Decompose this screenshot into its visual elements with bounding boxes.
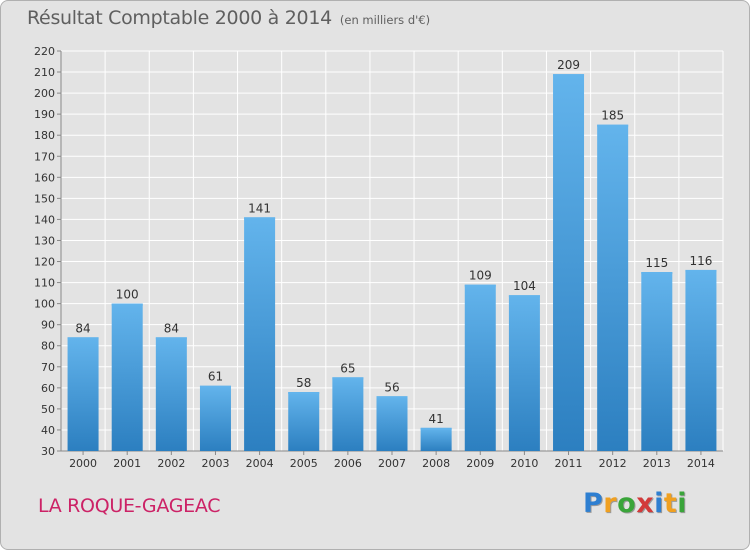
x-tick-label-2011: 2011 xyxy=(555,457,583,470)
logo-letter: i xyxy=(677,488,688,519)
y-tick-label: 120 xyxy=(34,256,55,269)
place-name: LA ROQUE-GAGEAC xyxy=(38,495,221,517)
bar-top-edge xyxy=(597,124,629,127)
y-tick-label: 140 xyxy=(34,213,55,226)
bar-top-edge xyxy=(111,303,143,306)
y-tick-label: 210 xyxy=(34,66,55,79)
logo-letter: r xyxy=(603,488,618,519)
logo-letter: t xyxy=(663,488,678,519)
data-label-2009: 109 xyxy=(469,269,492,283)
logo-letter: P xyxy=(583,488,604,519)
x-tick-label-2004: 2004 xyxy=(246,457,274,470)
bar-top-edge xyxy=(641,272,673,275)
bar-top-edge xyxy=(288,392,320,395)
x-tick-label-2000: 2000 xyxy=(69,457,97,470)
bar-top-edge xyxy=(508,295,540,298)
y-tick-label: 110 xyxy=(34,277,55,290)
x-tick-label-2002: 2002 xyxy=(157,457,185,470)
data-label-2005: 58 xyxy=(296,376,311,390)
bar-top-edge xyxy=(332,377,364,380)
data-label-2013: 115 xyxy=(645,256,668,270)
x-tick-label-2012: 2012 xyxy=(599,457,627,470)
y-tick-label: 60 xyxy=(41,382,55,395)
bar-2008 xyxy=(420,427,452,451)
bar-2001 xyxy=(111,303,143,451)
y-tick-label: 30 xyxy=(41,445,55,458)
y-tick-label: 180 xyxy=(34,129,55,142)
data-label-2012: 185 xyxy=(601,109,624,123)
bar-top-edge xyxy=(67,337,99,340)
x-tick-label-2007: 2007 xyxy=(378,457,406,470)
bar-2009 xyxy=(464,284,496,451)
bar-2010 xyxy=(508,295,540,451)
chart-title: Résultat Comptable 2000 à 2014 (en millie… xyxy=(27,7,430,29)
x-tick-label-2001: 2001 xyxy=(113,457,141,470)
y-tick-label: 100 xyxy=(34,298,55,311)
x-tick-label-2008: 2008 xyxy=(422,457,450,470)
x-tick-label-2010: 2010 xyxy=(510,457,538,470)
bar-top-edge xyxy=(464,284,496,287)
data-label-2003: 61 xyxy=(208,370,223,384)
bar-top-edge xyxy=(420,427,452,430)
y-tick-label: 80 xyxy=(41,340,55,353)
bar-2007 xyxy=(376,396,408,451)
y-tick-label: 190 xyxy=(34,108,55,121)
bar-top-edge xyxy=(155,337,187,340)
x-tick-label-2006: 2006 xyxy=(334,457,362,470)
bar-2005 xyxy=(288,392,320,451)
data-label-2014: 116 xyxy=(689,254,712,268)
bar-top-edge xyxy=(685,269,717,272)
data-label-2001: 100 xyxy=(116,288,139,302)
bar-2002 xyxy=(155,337,187,451)
bars xyxy=(67,74,717,452)
bar-2004 xyxy=(244,217,276,451)
data-label-2002: 84 xyxy=(164,321,179,335)
data-label-2000: 84 xyxy=(75,321,90,335)
bar-top-edge xyxy=(376,396,408,399)
logo-letter: x xyxy=(636,488,655,519)
y-tick-label: 40 xyxy=(41,424,55,437)
bar-2014 xyxy=(685,269,717,451)
y-tick-label: 50 xyxy=(41,403,55,416)
logo-letter: o xyxy=(617,488,637,519)
bar-2006 xyxy=(332,377,364,451)
y-tick-label: 200 xyxy=(34,87,55,100)
logo-letter: i xyxy=(654,488,664,519)
bar-2013 xyxy=(641,272,673,451)
x-tick-label-2014: 2014 xyxy=(687,457,715,470)
bar-top-edge xyxy=(553,74,585,77)
y-tick-label: 90 xyxy=(41,319,55,332)
bar-top-edge xyxy=(199,385,231,388)
bar-2003 xyxy=(199,385,231,451)
proxiti-logo: Proxiti xyxy=(583,488,687,519)
y-tick-label: 170 xyxy=(34,150,55,163)
chart-title-text: Résultat Comptable 2000 à 2014 xyxy=(27,7,332,29)
data-label-2010: 104 xyxy=(513,279,536,293)
data-label-2004: 141 xyxy=(248,201,271,215)
y-tick-label: 150 xyxy=(34,192,55,205)
y-tick-label: 160 xyxy=(34,171,55,184)
x-tick-label-2009: 2009 xyxy=(466,457,494,470)
bar-2012 xyxy=(597,124,629,452)
x-tick-label-2013: 2013 xyxy=(643,457,671,470)
data-label-2011: 209 xyxy=(557,58,580,72)
y-tick-label: 130 xyxy=(34,234,55,247)
x-tick-label-2003: 2003 xyxy=(201,457,229,470)
bar-2011 xyxy=(553,74,585,451)
data-label-2007: 56 xyxy=(384,380,399,394)
bar-2000 xyxy=(67,337,99,451)
data-label-2006: 65 xyxy=(340,361,355,375)
data-label-2008: 41 xyxy=(428,412,443,426)
y-tick-label: 220 xyxy=(34,45,55,58)
bar-top-edge xyxy=(244,217,276,220)
chart-subtitle: (en milliers d'€) xyxy=(339,13,431,27)
y-tick-label: 70 xyxy=(41,361,55,374)
data-labels: 84 2000 100 2001 84 2002 61 2003 141 2004 58 2005 65… xyxy=(69,58,715,470)
x-tick-label-2005: 2005 xyxy=(290,457,318,470)
